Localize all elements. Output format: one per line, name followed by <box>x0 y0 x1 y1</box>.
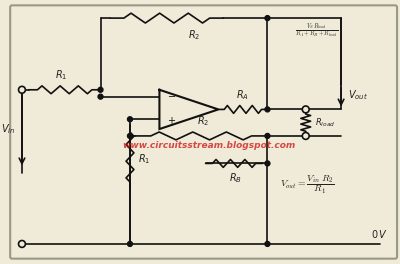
Text: $R_{load}$: $R_{load}$ <box>314 116 335 129</box>
Text: $V_{out}$: $V_{out}$ <box>348 88 368 102</box>
Circle shape <box>98 94 103 99</box>
Text: $R_A$: $R_A$ <box>236 88 249 102</box>
Circle shape <box>98 87 103 92</box>
Text: www.circuitsstream.blogspot.com: www.circuitsstream.blogspot.com <box>122 141 295 150</box>
Circle shape <box>18 86 25 93</box>
Circle shape <box>265 161 270 166</box>
Text: $R_2$: $R_2$ <box>188 28 200 42</box>
Circle shape <box>302 106 309 113</box>
Text: $-$: $-$ <box>167 90 176 100</box>
Circle shape <box>265 107 270 112</box>
Circle shape <box>265 134 270 138</box>
Circle shape <box>302 133 309 139</box>
FancyBboxPatch shape <box>10 5 397 259</box>
Circle shape <box>265 16 270 21</box>
Text: $R_1$: $R_1$ <box>138 153 150 166</box>
Circle shape <box>265 242 270 246</box>
Circle shape <box>128 242 132 246</box>
Text: $V_{in}$: $V_{in}$ <box>1 122 15 136</box>
Text: $R_2$: $R_2$ <box>198 114 210 128</box>
Text: $V_{out} = \dfrac{V_{in}\,R_2}{R_1}$: $V_{out} = \dfrac{V_{in}\,R_2}{R_1}$ <box>280 174 334 196</box>
Text: $R_B$: $R_B$ <box>229 171 242 185</box>
Text: $0\,V$: $0\,V$ <box>370 228 388 240</box>
Text: $R_1$: $R_1$ <box>55 68 68 82</box>
Circle shape <box>128 134 132 138</box>
Text: $\frac{V_S\,R_{load}}{R_A+R_B+R_{load}}$: $\frac{V_S\,R_{load}}{R_A+R_B+R_{load}}$ <box>295 21 338 40</box>
Circle shape <box>18 241 25 247</box>
Text: $+$: $+$ <box>167 115 176 126</box>
Circle shape <box>128 117 132 122</box>
